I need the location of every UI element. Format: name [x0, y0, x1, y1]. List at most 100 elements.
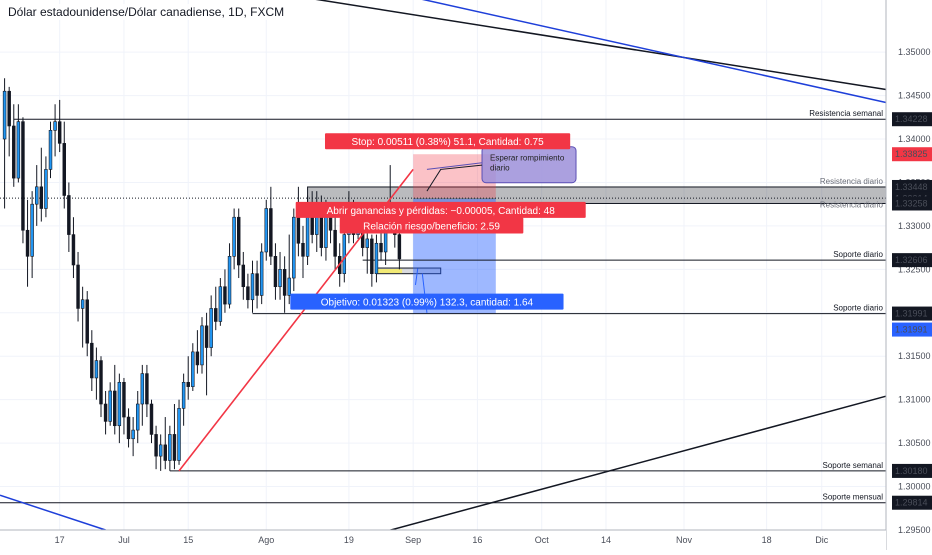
level-text: Soporte diario — [833, 250, 883, 259]
risk-reward-label[interactable]: Relación riesgo/beneficio: 2.59 — [339, 217, 524, 234]
callout-text-line1: Esperar rompimiento — [490, 154, 565, 163]
price-tick-label: 1.33000 — [898, 221, 931, 231]
level-text: Soporte diario — [833, 304, 883, 313]
price-level-tag-text: 1.31991 — [895, 325, 928, 335]
price-level-tag-text: 1.32606 — [895, 255, 928, 265]
time-tick-label: Sep — [405, 535, 421, 545]
time-tick-label: Ago — [258, 535, 274, 545]
price-level-tag-text: 1.30180 — [895, 466, 928, 476]
price-axis-bg — [886, 0, 932, 550]
candle — [108, 390, 112, 422]
support-trendline-lower[interactable] — [380, 395, 887, 534]
price-tick-label: 1.34500 — [898, 91, 931, 101]
candle — [12, 125, 16, 179]
price-level-tag — [892, 112, 932, 127]
price-tick-label: 1.30500 — [898, 438, 931, 448]
resistance-trendline-upper[interactable] — [271, 0, 887, 91]
candle — [16, 121, 21, 179]
price-level-tag — [892, 179, 932, 194]
candle — [30, 203, 34, 257]
price-tick-label: 1.31500 — [898, 351, 931, 361]
candle — [163, 444, 167, 461]
candle — [44, 169, 48, 209]
resistance-zone — [307, 186, 887, 204]
candle — [333, 229, 337, 257]
candle — [62, 143, 66, 196]
candle — [76, 264, 80, 309]
time-tick-label: Oct — [535, 535, 550, 545]
candle — [94, 360, 99, 379]
price-tick-label: 1.34000 — [898, 134, 931, 144]
candle — [365, 238, 369, 248]
stop-label[interactable]: Stop: 0.00511 (0.38%) 51.1, Cantidad: 0.… — [324, 133, 571, 150]
chart-title: Dólar estadounidense/Dólar canadiense, 1… — [6, 4, 287, 20]
candle — [227, 256, 232, 305]
candle — [264, 208, 268, 253]
candle — [191, 351, 195, 387]
candle — [250, 273, 255, 301]
open-pnl-label[interactable]: Abrir ganancias y pérdidas: −0.00005, Ca… — [295, 201, 586, 218]
callout-text-line2: diario — [490, 164, 510, 173]
time-tick-label: 14 — [601, 535, 611, 545]
risk-reward-label-bg — [339, 217, 524, 234]
candle — [131, 429, 135, 440]
target-label[interactable]: Objetivo: 0.01323 (0.99%) 132.3, cantida… — [290, 293, 564, 310]
candle — [103, 403, 108, 422]
candle — [145, 373, 149, 405]
candle — [241, 264, 246, 288]
candle — [90, 342, 94, 379]
price-level-tag-text: 1.33825 — [895, 149, 928, 159]
candle — [122, 381, 126, 418]
candle — [7, 90, 11, 127]
pullback-highlight — [376, 269, 403, 274]
level-text: Soporte semanal — [823, 461, 884, 470]
price-level-tag-text: 1.29814 — [895, 498, 928, 508]
candle — [113, 390, 117, 427]
time-tick-label: Jul — [118, 535, 130, 545]
candle — [397, 234, 402, 260]
price-level-tag — [892, 147, 932, 162]
price-axis[interactable]: 1.350001.345001.340001.335001.330001.325… — [885, 0, 932, 550]
level-text: Resistencia semanal — [809, 109, 883, 118]
price-level-tag-text: 1.33258 — [895, 198, 928, 208]
candle — [259, 251, 264, 296]
candle — [236, 216, 241, 266]
time-tick-label: 18 — [762, 535, 772, 545]
candle — [195, 351, 200, 366]
time-axis-bg — [0, 530, 886, 550]
pullback-arrow-1 — [414, 268, 419, 286]
blue-trendline-upper[interactable] — [390, 0, 887, 104]
candle — [181, 381, 186, 409]
candle — [53, 121, 57, 131]
candle — [214, 308, 218, 322]
time-axis[interactable]: 17 Jul 15 Ago 19 Sep 16 Oct 14 Nov 18 Dic — [0, 529, 886, 550]
price-level-tag — [892, 322, 932, 337]
candle — [85, 299, 89, 344]
target-label-bg — [290, 293, 564, 310]
candle — [80, 299, 85, 309]
candle — [218, 286, 223, 322]
candle — [158, 444, 163, 457]
time-tick-label: Dic — [815, 535, 828, 545]
stop-label-text: Stop: 0.00511 (0.38%) 51.1, Cantidad: 0.… — [351, 137, 544, 148]
price-level-tag-text: 1.33448 — [895, 182, 928, 192]
candle — [57, 121, 62, 144]
price-level-tag — [892, 196, 932, 211]
candle — [67, 195, 71, 235]
target-label-text: Objetivo: 0.01323 (0.99%) 132.3, cantida… — [321, 298, 534, 309]
time-tick-label: 17 — [55, 535, 65, 545]
candle — [48, 130, 53, 170]
open-pnl-label-text: Abrir ganancias y pérdidas: −0.00005, Ca… — [327, 206, 556, 217]
blue-trendline-lower[interactable] — [0, 494, 106, 531]
candle — [282, 269, 287, 296]
candle — [149, 403, 154, 435]
time-tick-label: 19 — [344, 535, 354, 545]
candle — [2, 90, 7, 140]
level-text: Soporte mensual — [823, 493, 884, 502]
risk-reward-label-text: Relación riesgo/beneficio: 2.59 — [363, 221, 500, 232]
price-level-tag — [892, 495, 932, 510]
candle — [25, 229, 30, 257]
